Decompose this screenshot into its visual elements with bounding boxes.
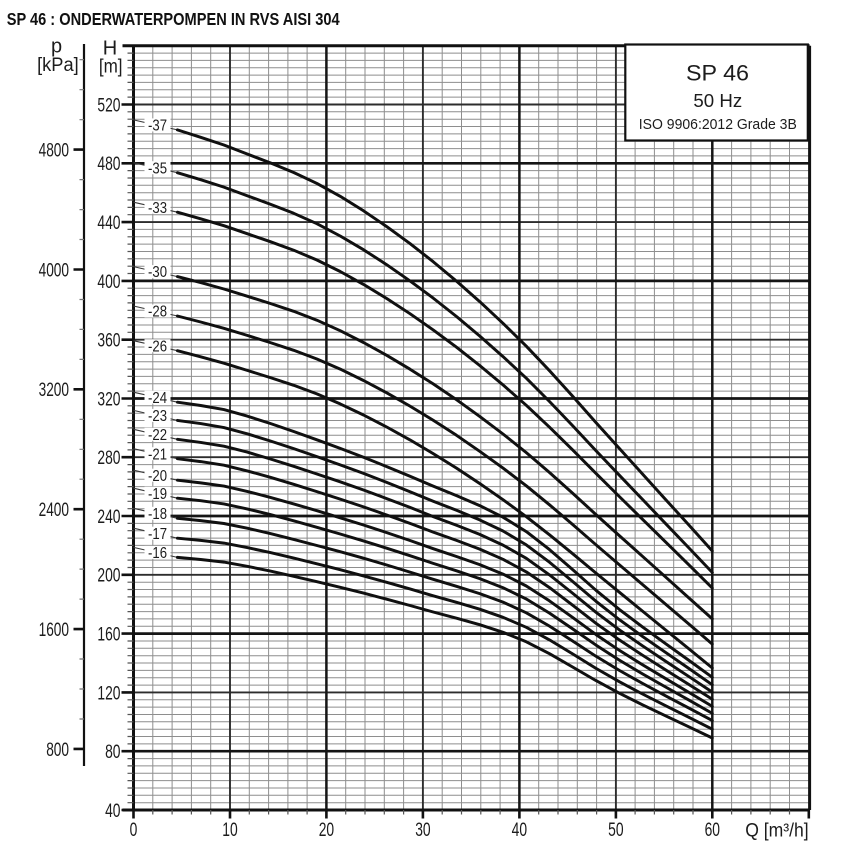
svg-text:30: 30 xyxy=(415,820,430,841)
svg-text:ISO 9906:2012 Grade 3B: ISO 9906:2012 Grade 3B xyxy=(639,117,797,133)
svg-text:800: 800 xyxy=(46,740,69,761)
svg-text:1600: 1600 xyxy=(39,620,69,641)
svg-text:400: 400 xyxy=(97,272,120,293)
svg-text:-35: -35 xyxy=(148,160,167,177)
svg-text:440: 440 xyxy=(97,213,120,234)
svg-text:360: 360 xyxy=(97,331,120,352)
svg-text:-24: -24 xyxy=(148,390,167,407)
svg-text:480: 480 xyxy=(97,154,120,175)
svg-text:-22: -22 xyxy=(148,427,167,444)
svg-text:-19: -19 xyxy=(148,486,167,503)
svg-text:240: 240 xyxy=(97,507,120,528)
svg-text:20: 20 xyxy=(319,820,334,841)
svg-text:SP 46: SP 46 xyxy=(686,61,749,86)
svg-text:4800: 4800 xyxy=(39,141,69,162)
svg-text:200: 200 xyxy=(97,566,120,587)
svg-text:320: 320 xyxy=(97,389,120,410)
svg-text:-26: -26 xyxy=(148,338,167,355)
svg-text:-28: -28 xyxy=(148,304,167,321)
svg-text:[m]: [m] xyxy=(99,56,123,77)
svg-text:50 Hz: 50 Hz xyxy=(693,90,742,111)
svg-text:80: 80 xyxy=(105,742,120,763)
svg-text:3200: 3200 xyxy=(39,380,69,401)
svg-text:0: 0 xyxy=(130,820,138,841)
svg-text:-21: -21 xyxy=(148,446,167,463)
svg-text:10: 10 xyxy=(222,820,237,841)
svg-text:[kPa]: [kPa] xyxy=(37,55,79,76)
svg-text:520: 520 xyxy=(97,95,120,116)
svg-text:-18: -18 xyxy=(148,506,167,523)
svg-text:60: 60 xyxy=(705,820,720,841)
svg-text:120: 120 xyxy=(97,683,120,704)
svg-text:160: 160 xyxy=(97,625,120,646)
svg-text:-37: -37 xyxy=(148,118,167,135)
svg-text:-23: -23 xyxy=(148,408,167,425)
svg-text:-33: -33 xyxy=(148,200,167,217)
svg-text:p: p xyxy=(51,35,62,57)
svg-text:SP 46 : ONDERWATERPOMPEN IN RV: SP 46 : ONDERWATERPOMPEN IN RVS AISI 304 xyxy=(7,9,340,29)
svg-text:40: 40 xyxy=(105,801,120,822)
svg-text:2400: 2400 xyxy=(39,500,69,521)
svg-text:-30: -30 xyxy=(148,264,167,281)
svg-text:H: H xyxy=(103,38,117,60)
svg-text:280: 280 xyxy=(97,448,120,469)
svg-text:Q [m³/h]: Q [m³/h] xyxy=(745,821,809,842)
svg-text:-17: -17 xyxy=(148,526,167,543)
svg-text:-16: -16 xyxy=(148,545,167,562)
svg-text:50: 50 xyxy=(608,820,623,841)
svg-text:4000: 4000 xyxy=(39,260,69,281)
svg-text:-20: -20 xyxy=(148,468,167,485)
svg-text:40: 40 xyxy=(512,820,527,841)
